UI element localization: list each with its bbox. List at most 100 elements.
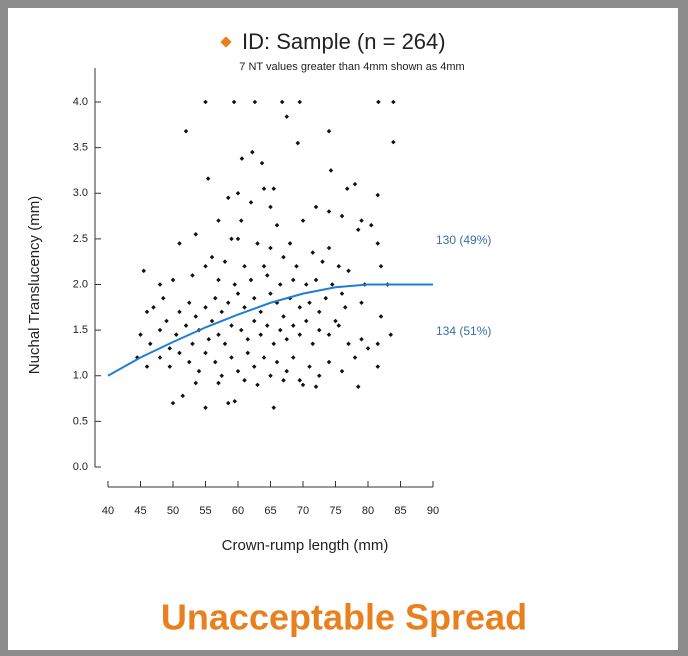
scatter-point	[307, 364, 312, 369]
scatter-point	[271, 405, 277, 410]
scatter-point	[391, 99, 396, 105]
scatter-point	[375, 341, 381, 347]
scatter-point	[251, 318, 257, 324]
scatter-point	[251, 295, 257, 301]
scatter-point	[225, 195, 231, 201]
scatter-point	[274, 222, 280, 228]
scatter-point	[248, 277, 254, 283]
scatter-point	[290, 277, 296, 283]
scatter-point	[229, 323, 234, 328]
scatter-point	[231, 99, 237, 105]
footer: Unacceptable Spread	[161, 597, 527, 638]
scatter-point	[316, 327, 322, 333]
scatter-point	[248, 200, 254, 205]
scatter-point	[229, 236, 234, 242]
scatter-point	[388, 332, 394, 337]
scatter-point	[225, 400, 231, 406]
scatter-point	[290, 323, 296, 328]
scatter-point	[235, 236, 241, 242]
scatter-point	[219, 373, 225, 379]
scatter-point	[250, 149, 255, 155]
scatter-point	[268, 291, 273, 296]
x-axis-label: Crown-rump length (mm)	[222, 537, 389, 554]
scatter-point	[303, 318, 309, 324]
scatter-point	[203, 350, 208, 356]
scatter-point	[326, 359, 332, 365]
x-tick-label: 60	[232, 505, 244, 517]
scatter-point	[205, 176, 211, 181]
scatter-point	[339, 213, 345, 219]
scatter-point	[177, 350, 182, 356]
scatter-point	[303, 282, 309, 287]
scatter-point	[375, 192, 381, 198]
scatter-point	[203, 405, 208, 410]
scatter-point	[180, 393, 186, 399]
scatter-point	[196, 368, 202, 374]
scatter-point	[216, 332, 221, 337]
x-tick-label: 90	[427, 505, 439, 517]
scatter-point	[359, 300, 364, 306]
scatter-point	[258, 332, 264, 337]
scatter-point	[177, 309, 182, 315]
scatter-point	[268, 245, 273, 251]
scatter-point	[190, 273, 195, 278]
y-tick-label: 0.5	[73, 415, 88, 427]
scatter-point	[295, 140, 301, 146]
legend-marker	[220, 36, 232, 48]
scatter-point	[235, 291, 241, 296]
scatter-point	[251, 364, 257, 369]
scatter-point	[242, 378, 247, 383]
scatter-point	[225, 300, 231, 306]
scatter-point	[232, 399, 238, 404]
scatter-point	[368, 222, 374, 228]
scatter-point	[261, 263, 267, 269]
scatter-point	[252, 99, 258, 105]
scatter-point	[277, 282, 283, 287]
chart: ID: Sample (n = 264) 7 NT values greater…	[26, 29, 527, 638]
scatter-point	[281, 378, 286, 383]
scatter-point	[144, 364, 150, 369]
scatter-point	[326, 245, 332, 251]
y-tick-label: 3.0	[73, 187, 88, 199]
scatter-point	[144, 309, 150, 315]
scatter-point	[245, 336, 251, 342]
scatter-point	[170, 400, 176, 406]
scatter-point	[238, 218, 244, 223]
scatter-point	[203, 305, 208, 310]
scatter-point	[239, 156, 245, 161]
scatter-point	[378, 263, 384, 269]
scatter-point	[326, 128, 332, 134]
scatter-point	[313, 277, 319, 283]
scatter-point	[209, 254, 215, 260]
scatter-point	[242, 305, 247, 310]
scatter-point	[141, 268, 147, 274]
scatter-point	[167, 346, 173, 351]
scatter-point	[313, 384, 319, 389]
scatter-point	[352, 355, 358, 360]
scatter-point	[212, 295, 218, 301]
scatter-point	[271, 186, 277, 191]
y-tick-label: 4.0	[73, 96, 88, 108]
scatter-point	[261, 186, 267, 191]
scatter-point	[310, 341, 316, 347]
scatter-point	[365, 346, 371, 351]
scatter-point	[186, 300, 192, 306]
x-tick-label: 55	[199, 505, 211, 517]
scatter-point	[333, 318, 338, 324]
scatter-point	[336, 263, 342, 269]
scatter-point	[157, 355, 163, 360]
scatter-point	[375, 241, 381, 246]
scatter-point	[376, 99, 381, 105]
scatter-point	[259, 160, 265, 166]
scatter-point	[183, 323, 189, 328]
scatter-point	[183, 128, 189, 134]
y-tick-label: 0.0	[73, 461, 88, 473]
scatter-point	[328, 168, 334, 173]
scatter-point	[342, 305, 348, 310]
scatter-point	[186, 359, 192, 365]
scatter-point	[297, 378, 303, 383]
scatter-point	[268, 204, 273, 210]
y-tick-label: 2.5	[73, 233, 88, 245]
scatter-point	[271, 341, 277, 347]
